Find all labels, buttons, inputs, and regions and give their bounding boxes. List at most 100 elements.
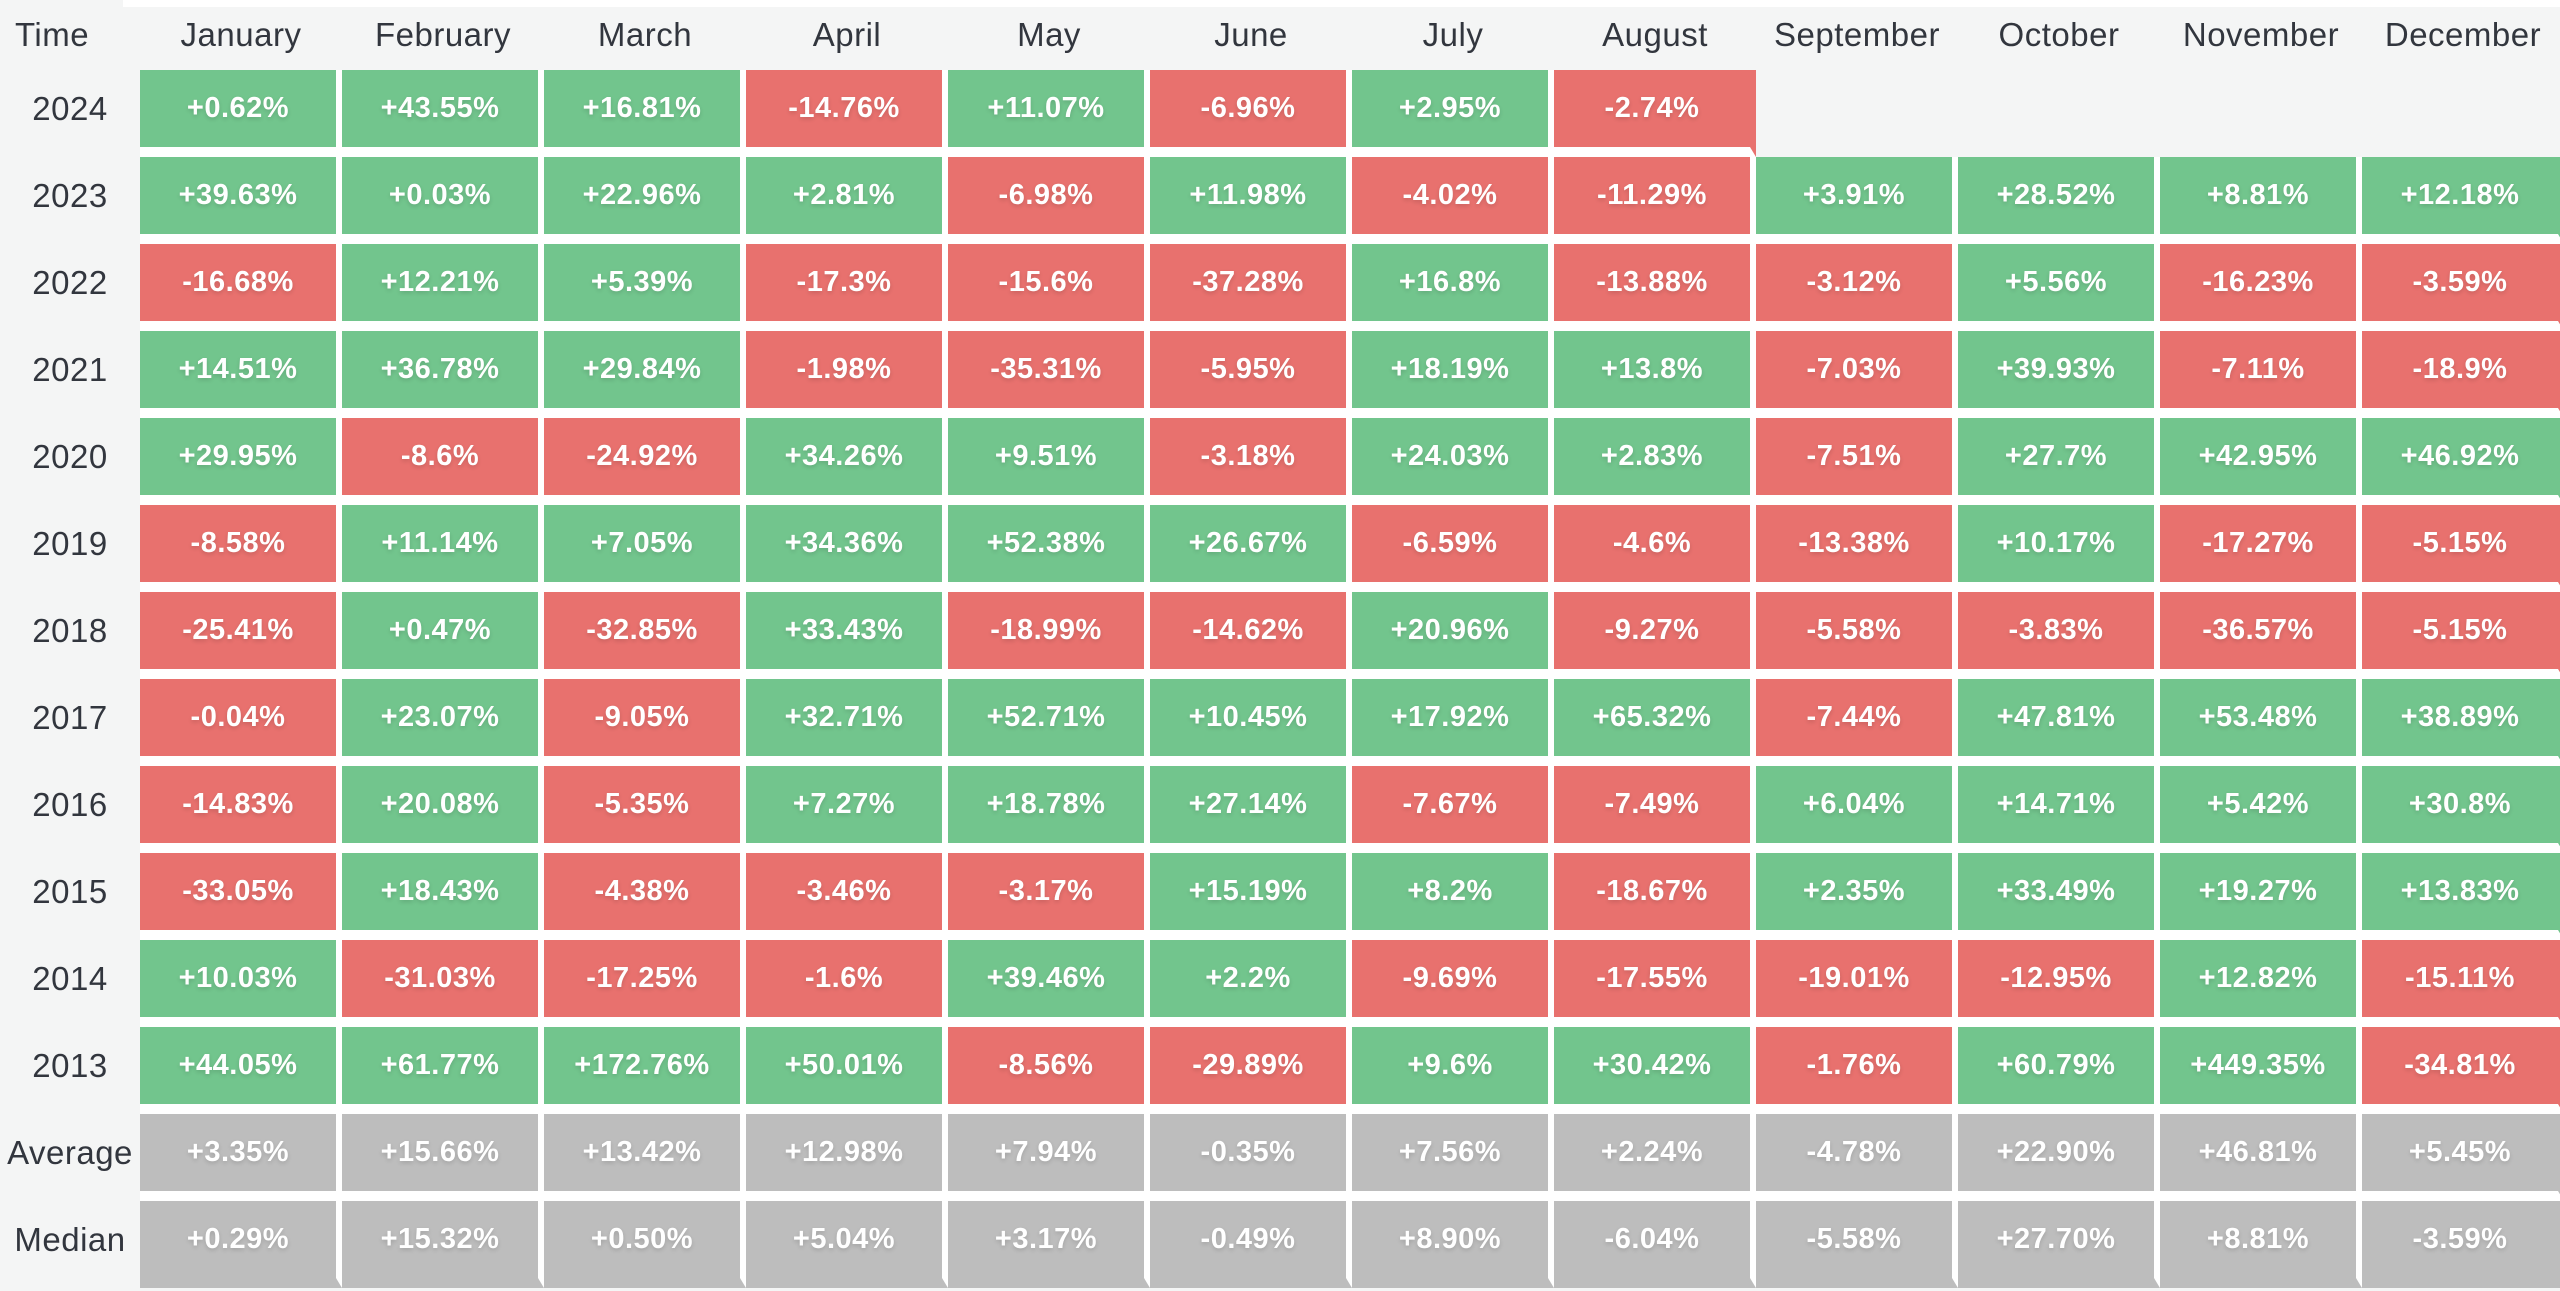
cell-2021-august: +13.8% — [1554, 331, 1756, 418]
cell-2017-january: -0.04% — [140, 679, 342, 766]
cell-2015-april: -3.46% — [746, 853, 948, 940]
cell-average-april: +12.98% — [746, 1114, 948, 1201]
cell-2013-january: +44.05% — [140, 1027, 342, 1114]
cell-2018-march: -32.85% — [544, 592, 746, 679]
cell-2018-june: -14.62% — [1150, 592, 1352, 679]
cell-2018-september: -5.58% — [1756, 592, 1958, 679]
column-header-april: April — [812, 16, 882, 53]
cell-2021-february: +36.78% — [342, 331, 544, 418]
cell-2022-july: +16.8% — [1352, 244, 1554, 331]
cell-average-july: +7.56% — [1352, 1114, 1554, 1201]
cell-2017-may: +52.71% — [948, 679, 1150, 766]
cell-median-march: +0.50% — [544, 1201, 746, 1288]
cell-2022-november: -16.23% — [2160, 244, 2362, 331]
column-header-november: November — [2182, 16, 2340, 53]
cell-median-june: -0.49% — [1150, 1201, 1352, 1288]
cell-2020-october: +27.7% — [1958, 418, 2160, 505]
cell-2019-august: -4.6% — [1554, 505, 1756, 592]
column-header-july: July — [1422, 16, 1484, 53]
cell-2021-july: +18.19% — [1352, 331, 1554, 418]
cell-2016-december: +30.8% — [2362, 766, 2560, 853]
cell-2021-may: -35.31% — [948, 331, 1150, 418]
cell-2013-july: +9.6% — [1352, 1027, 1554, 1114]
cell-2018-february: +0.47% — [342, 592, 544, 679]
cell-average-september: -4.78% — [1756, 1114, 1958, 1201]
row-label-2013: 2013 — [32, 1046, 108, 1084]
cell-average-november: +46.81% — [2160, 1114, 2362, 1201]
cell-2017-december: +38.89% — [2362, 679, 2560, 766]
cell-2019-april: +34.36% — [746, 505, 948, 592]
row-label-2017: 2017 — [32, 698, 108, 736]
row-label-2019: 2019 — [32, 524, 108, 562]
cell-median-october: +27.70% — [1958, 1201, 2160, 1288]
cell-2013-october: +60.79% — [1958, 1027, 2160, 1114]
cell-2020-march: -24.92% — [544, 418, 746, 505]
column-header-october: October — [1998, 16, 2120, 53]
cell-2020-february: -8.6% — [342, 418, 544, 505]
cell-2019-june: +26.67% — [1150, 505, 1352, 592]
cell-2013-march: +172.76% — [544, 1027, 746, 1114]
cell-2024-july: +2.95% — [1352, 70, 1554, 157]
cell-2017-july: +17.92% — [1352, 679, 1554, 766]
cell-2019-may: +52.38% — [948, 505, 1150, 592]
cell-2023-april: +2.81% — [746, 157, 948, 244]
cell-2015-july: +8.2% — [1352, 853, 1554, 940]
cell-2013-august: +30.42% — [1554, 1027, 1756, 1114]
cell-2013-may: -8.56% — [948, 1027, 1150, 1114]
cell-2015-august: -18.67% — [1554, 853, 1756, 940]
cell-average-may: +7.94% — [948, 1114, 1150, 1201]
row-label-2022: 2022 — [32, 263, 108, 301]
row-label-2018: 2018 — [32, 611, 108, 649]
cell-2016-september: +6.04% — [1756, 766, 1958, 853]
cell-2022-april: -17.3% — [746, 244, 948, 331]
row-label-2014: 2014 — [32, 959, 108, 997]
cell-average-february: +15.66% — [342, 1114, 544, 1201]
cell-2016-july: -7.67% — [1352, 766, 1554, 853]
cell-2015-december: +13.83% — [2362, 853, 2560, 940]
cell-2024-june: -6.96% — [1150, 70, 1352, 157]
cell-median-february: +15.32% — [342, 1201, 544, 1288]
cell-2014-october: -12.95% — [1958, 940, 2160, 1027]
cell-2014-july: -9.69% — [1352, 940, 1554, 1027]
cell-2016-may: +18.78% — [948, 766, 1150, 853]
cell-2016-august: -7.49% — [1554, 766, 1756, 853]
column-header-february: February — [374, 16, 512, 53]
cell-2015-february: +18.43% — [342, 853, 544, 940]
row-label-2016: 2016 — [32, 785, 108, 823]
cell-2021-january: +14.51% — [140, 331, 342, 418]
cell-2016-june: +27.14% — [1150, 766, 1352, 853]
cell-2023-november: +8.81% — [2160, 157, 2362, 244]
cell-2021-june: -5.95% — [1150, 331, 1352, 418]
cell-2019-january: -8.58% — [140, 505, 342, 592]
cell-2014-january: +10.03% — [140, 940, 342, 1027]
column-header-august: August — [1602, 16, 1708, 53]
cell-2017-april: +32.71% — [746, 679, 948, 766]
cell-2021-december: -18.9% — [2362, 331, 2560, 418]
column-header-september: September — [1774, 16, 1940, 53]
cell-2015-january: -33.05% — [140, 853, 342, 940]
cell-median-april: +5.04% — [746, 1201, 948, 1288]
cell-2023-january: +39.63% — [140, 157, 342, 244]
cell-2018-july: +20.96% — [1352, 592, 1554, 679]
cell-2024-january: +0.62% — [140, 70, 342, 157]
cell-2016-march: -5.35% — [544, 766, 746, 853]
cell-2014-september: -19.01% — [1756, 940, 1958, 1027]
cell-2024-may: +11.07% — [948, 70, 1150, 157]
cell-2018-may: -18.99% — [948, 592, 1150, 679]
cell-2024-april: -14.76% — [746, 70, 948, 157]
cell-2021-september: -7.03% — [1756, 331, 1958, 418]
cell-2019-february: +11.14% — [342, 505, 544, 592]
cell-2022-june: -37.28% — [1150, 244, 1352, 331]
cell-2022-january: -16.68% — [140, 244, 342, 331]
cell-2013-april: +50.01% — [746, 1027, 948, 1114]
row-label-2024: 2024 — [32, 89, 108, 127]
cell-2016-november: +5.42% — [2160, 766, 2362, 853]
cell-average-december: +5.45% — [2362, 1114, 2560, 1201]
cell-2024-march: +16.81% — [544, 70, 746, 157]
cell-2021-march: +29.84% — [544, 331, 746, 418]
cell-2015-may: -3.17% — [948, 853, 1150, 940]
cell-average-august: +2.24% — [1554, 1114, 1756, 1201]
cell-2024-august: -2.74% — [1554, 70, 1756, 157]
cell-2021-november: -7.11% — [2160, 331, 2362, 418]
column-header-june: June — [1214, 16, 1288, 53]
